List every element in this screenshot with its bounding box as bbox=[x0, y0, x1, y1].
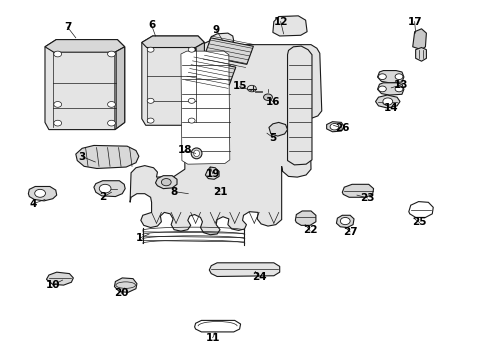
Text: 15: 15 bbox=[232, 81, 246, 91]
Text: 13: 13 bbox=[393, 80, 407, 90]
Text: 22: 22 bbox=[302, 225, 317, 235]
Polygon shape bbox=[415, 48, 426, 61]
Text: 18: 18 bbox=[177, 145, 192, 156]
Circle shape bbox=[107, 51, 115, 57]
Polygon shape bbox=[28, 186, 57, 201]
Circle shape bbox=[378, 74, 386, 80]
Circle shape bbox=[188, 47, 195, 52]
Polygon shape bbox=[336, 215, 353, 228]
Text: 6: 6 bbox=[148, 20, 155, 30]
Text: 9: 9 bbox=[212, 24, 219, 35]
Polygon shape bbox=[130, 33, 321, 235]
Text: 19: 19 bbox=[205, 168, 220, 179]
Text: 1: 1 bbox=[136, 233, 142, 243]
Circle shape bbox=[263, 94, 272, 100]
Text: 25: 25 bbox=[411, 217, 426, 228]
Text: 5: 5 bbox=[269, 132, 276, 143]
Text: 17: 17 bbox=[407, 17, 421, 27]
Polygon shape bbox=[287, 46, 311, 165]
Polygon shape bbox=[94, 181, 125, 197]
Circle shape bbox=[99, 184, 111, 193]
Polygon shape bbox=[412, 29, 426, 50]
Polygon shape bbox=[114, 278, 137, 292]
Circle shape bbox=[188, 118, 195, 123]
Text: 7: 7 bbox=[63, 22, 71, 32]
Text: 14: 14 bbox=[383, 103, 398, 113]
Text: 10: 10 bbox=[45, 280, 60, 290]
Polygon shape bbox=[272, 16, 306, 36]
Polygon shape bbox=[268, 122, 287, 136]
Circle shape bbox=[188, 98, 195, 103]
Circle shape bbox=[382, 98, 392, 105]
Text: 26: 26 bbox=[334, 123, 349, 133]
Text: 4: 4 bbox=[29, 199, 37, 209]
Text: 21: 21 bbox=[212, 186, 227, 197]
Circle shape bbox=[107, 102, 115, 107]
Polygon shape bbox=[205, 167, 219, 179]
Circle shape bbox=[107, 120, 115, 126]
Text: 11: 11 bbox=[205, 333, 220, 343]
Circle shape bbox=[54, 120, 61, 126]
Circle shape bbox=[394, 86, 402, 92]
Polygon shape bbox=[76, 145, 139, 168]
Circle shape bbox=[35, 189, 45, 197]
Polygon shape bbox=[209, 263, 279, 276]
Polygon shape bbox=[142, 36, 204, 48]
Text: 23: 23 bbox=[360, 193, 374, 203]
Circle shape bbox=[378, 86, 386, 92]
Polygon shape bbox=[142, 36, 204, 125]
Text: 12: 12 bbox=[273, 17, 287, 27]
Circle shape bbox=[340, 217, 349, 225]
Text: 2: 2 bbox=[99, 192, 106, 202]
Text: 3: 3 bbox=[79, 152, 85, 162]
Circle shape bbox=[329, 123, 338, 130]
Ellipse shape bbox=[191, 148, 202, 159]
Polygon shape bbox=[342, 184, 373, 197]
Polygon shape bbox=[255, 91, 261, 92]
Circle shape bbox=[147, 118, 154, 123]
Polygon shape bbox=[45, 40, 124, 130]
Text: 24: 24 bbox=[251, 272, 266, 282]
Polygon shape bbox=[377, 71, 403, 83]
Ellipse shape bbox=[193, 150, 199, 157]
Polygon shape bbox=[115, 47, 124, 130]
Polygon shape bbox=[46, 272, 73, 285]
Text: 8: 8 bbox=[170, 186, 177, 197]
Polygon shape bbox=[155, 176, 177, 189]
Circle shape bbox=[54, 102, 61, 107]
Polygon shape bbox=[186, 59, 235, 85]
Polygon shape bbox=[377, 83, 403, 95]
Circle shape bbox=[394, 74, 402, 80]
Polygon shape bbox=[45, 40, 124, 52]
Polygon shape bbox=[181, 51, 229, 164]
Text: 20: 20 bbox=[114, 288, 128, 298]
Polygon shape bbox=[194, 42, 204, 125]
Circle shape bbox=[147, 47, 154, 52]
Circle shape bbox=[54, 51, 61, 57]
Text: 27: 27 bbox=[342, 227, 357, 237]
Text: 16: 16 bbox=[265, 96, 280, 107]
Circle shape bbox=[161, 179, 171, 186]
Polygon shape bbox=[375, 95, 399, 108]
Polygon shape bbox=[295, 211, 315, 225]
Polygon shape bbox=[326, 122, 344, 132]
Polygon shape bbox=[204, 38, 253, 64]
Circle shape bbox=[147, 98, 154, 103]
